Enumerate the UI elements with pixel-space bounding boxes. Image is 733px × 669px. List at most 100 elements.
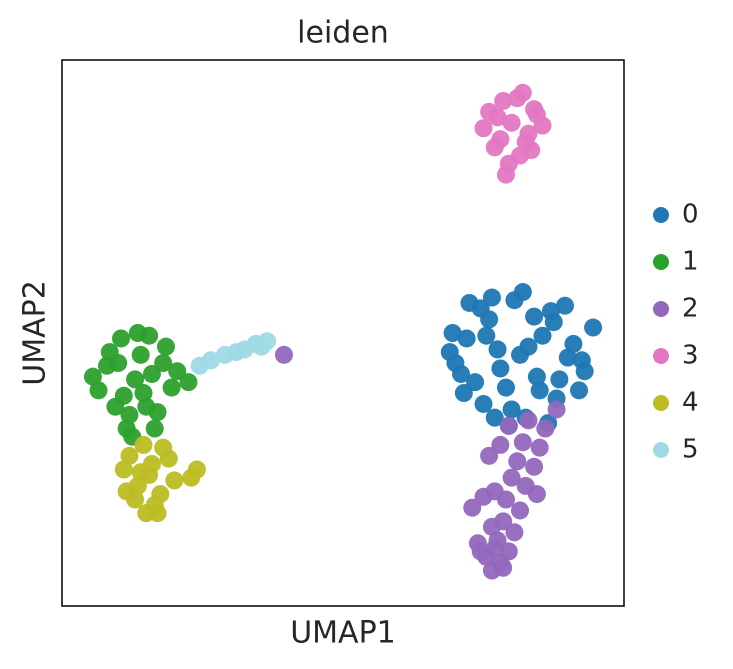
point [120,446,139,465]
point [114,460,133,479]
points [83,83,603,580]
point [162,378,181,397]
point [463,498,482,517]
point [131,463,150,482]
point [525,457,544,476]
point [584,318,603,337]
point [485,138,504,157]
point [182,468,201,487]
point [513,283,532,302]
legend-marker [653,348,669,364]
point [482,517,501,536]
point [496,165,515,184]
point [536,419,555,438]
point [474,487,493,506]
point [443,324,462,342]
point [530,438,549,457]
legend-marker [653,301,669,317]
point [485,408,504,427]
point [134,384,153,403]
point [109,354,128,373]
point [530,381,549,400]
y-axis-label: UMAP2 [18,280,53,386]
point [502,400,521,419]
point [544,313,563,332]
point [508,452,527,471]
point [488,108,507,127]
point [511,501,530,520]
point [519,337,538,356]
point [502,113,521,132]
point [474,119,493,138]
point [466,373,485,392]
point [570,381,589,400]
point [505,523,524,542]
point [460,293,479,312]
point [527,367,546,386]
point [142,364,161,383]
point [148,504,167,523]
point [525,307,544,326]
point [112,329,131,348]
legend: 0 1 2 3 4 5 [653,200,699,465]
point [131,345,150,364]
point [120,405,139,424]
point [488,340,507,359]
point [134,435,153,454]
point [126,370,145,389]
point [491,359,510,378]
point [452,364,471,383]
point [201,351,220,370]
point [117,482,136,501]
x-axis-label: UMAP1 [290,616,396,651]
point [154,438,173,457]
plot-frame [61,59,625,607]
point [457,329,476,348]
point [168,362,187,381]
legend-label: 1 [682,247,699,277]
point [533,326,552,345]
point [513,433,532,452]
point [547,400,566,419]
point [89,381,108,400]
point [502,468,521,487]
point [454,384,473,403]
point [179,373,198,392]
point [558,348,577,367]
point [480,446,499,465]
legend-label: 0 [682,200,699,230]
legend-label: 3 [682,341,699,371]
point [550,370,569,389]
point [165,471,184,490]
point [477,326,496,345]
point [148,403,167,422]
point [274,345,293,364]
point [496,378,515,397]
point [128,324,147,342]
point [145,419,164,438]
point [519,124,538,143]
point [555,296,574,315]
legend-marker [653,395,669,411]
legend-marker [653,442,669,458]
point [496,490,515,509]
point [513,83,532,102]
point [83,367,102,386]
point [154,354,173,373]
point [564,334,583,353]
point [499,416,518,435]
legend-label: 2 [682,294,699,324]
point [522,141,541,160]
point [527,485,546,504]
legend-marker [653,254,669,270]
point [572,351,591,370]
legend-label: 5 [682,435,699,465]
point [440,343,459,362]
point [156,337,175,356]
point [474,394,493,413]
legend-marker [653,207,669,223]
point [519,411,538,430]
point [494,558,513,577]
point [471,542,490,561]
